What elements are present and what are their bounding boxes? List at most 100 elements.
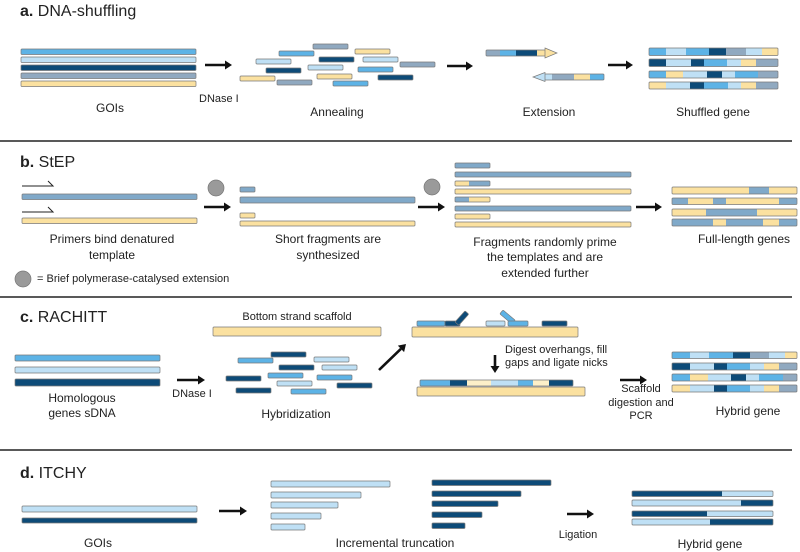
dna-fragment — [318, 56, 355, 63]
gene-segment — [537, 50, 546, 56]
gene-segment — [749, 187, 769, 194]
goi-strand — [20, 64, 197, 71]
hybrid-gene-strand — [631, 510, 774, 517]
gene-segment — [756, 59, 778, 67]
label-ligation: Ligation — [559, 529, 598, 541]
gene-segment — [704, 59, 727, 67]
hybrid-gene-strand — [648, 70, 779, 79]
template-strand — [21, 193, 198, 200]
primer — [22, 206, 55, 213]
hybrid-gene-strand — [631, 518, 774, 526]
full-length-gene — [671, 186, 798, 195]
gene-segment — [683, 71, 707, 78]
goi-strand — [20, 72, 197, 79]
gene-segment — [769, 187, 797, 194]
gene-segment — [779, 385, 797, 392]
full-length-gene — [671, 197, 798, 205]
full-length-gene — [671, 208, 798, 217]
dna-fragment — [290, 388, 327, 395]
overhang-flap — [455, 310, 469, 326]
gene-segment — [714, 363, 727, 370]
dna-fragment — [239, 75, 276, 82]
arrow-icon — [397, 344, 406, 353]
truncated-strand — [431, 490, 522, 497]
arrow-icon — [490, 366, 500, 373]
gene-segment — [726, 48, 746, 56]
gene-segment — [763, 219, 779, 226]
panel-c: c. RACHITT Bottom strand scaffold Homolo… — [20, 309, 781, 423]
gene-segment — [533, 380, 549, 386]
gene-segment — [706, 209, 757, 216]
gene-segment — [758, 71, 778, 78]
gene-segment — [690, 374, 708, 381]
template-strand — [454, 205, 632, 212]
gene-segment — [741, 82, 756, 89]
gene-segment — [649, 48, 666, 56]
label-primers-line1: Primers bind denatured — [50, 232, 175, 246]
gene-segment — [757, 209, 797, 216]
gene-segment — [549, 380, 573, 386]
template-strand — [21, 217, 198, 224]
truncated-strand — [431, 479, 552, 486]
extended-fragment — [454, 196, 491, 203]
legend-circle-icon — [14, 270, 32, 288]
gene-segment — [746, 48, 762, 56]
dna-fragment — [270, 351, 307, 358]
gene-segment — [491, 380, 518, 386]
label-dnase: DNase I — [199, 93, 239, 105]
dna-fragment — [278, 50, 315, 57]
goi-strand — [21, 517, 198, 524]
hybrid-gene-strand — [671, 384, 798, 393]
gene-segment — [779, 363, 797, 370]
gene-segment — [690, 363, 714, 370]
dna-fragment — [354, 48, 391, 55]
gene-segment — [722, 71, 735, 78]
gene-segment — [672, 187, 749, 194]
gene-segment — [714, 385, 727, 392]
label-hybridization: Hybridization — [261, 407, 330, 421]
extended-fragment — [454, 180, 491, 187]
dna-fragment — [312, 43, 349, 50]
gene-segment — [632, 511, 707, 517]
gene-segment — [764, 385, 779, 392]
truncated-strand — [270, 491, 362, 499]
gene-segment — [709, 48, 726, 56]
dna-fragment — [399, 61, 436, 68]
polymerase-extension-circle — [423, 178, 441, 196]
dna-fragment — [332, 80, 369, 87]
gene-segment — [672, 209, 706, 216]
hybrid-gene-strand — [671, 373, 798, 382]
gene-segment — [455, 197, 469, 202]
gene-segment — [722, 491, 773, 497]
panel-a-title: a. DNA-shuffling — [20, 3, 136, 20]
gene-segment — [707, 511, 773, 517]
label-fragments-line1: Fragments randomly prime — [473, 235, 617, 249]
gene-segment — [672, 363, 690, 370]
label-hybrid-gene: Hybrid gene — [716, 404, 781, 418]
extended-fragment — [454, 162, 491, 169]
template-strand — [239, 220, 416, 227]
arrow-icon — [466, 61, 473, 71]
label-fragments-line2: the templates and are — [487, 250, 603, 264]
short-fragment — [239, 212, 256, 219]
hybrid-gene-strand — [648, 81, 779, 90]
arrow-icon — [240, 506, 247, 516]
truncated-strand — [270, 501, 339, 509]
gene-segment — [672, 352, 690, 359]
goi-strand — [20, 48, 197, 55]
gene-segment — [649, 71, 666, 78]
gene-segment — [710, 519, 773, 525]
gene-segment — [691, 59, 704, 67]
label-gois: GOIs — [96, 101, 124, 115]
extension-arrowhead — [532, 71, 546, 83]
template-strand — [239, 196, 416, 204]
label-digest-line2: gaps and ligate nicks — [505, 357, 608, 369]
gene-segment — [688, 198, 713, 205]
dna-fragment — [255, 58, 292, 65]
gene-segment — [469, 181, 490, 186]
gene-segment — [704, 82, 728, 89]
gene-segment — [769, 352, 785, 359]
gene-segment — [672, 198, 688, 205]
extension-arrowhead — [544, 47, 558, 59]
dna-fragment — [336, 382, 373, 389]
